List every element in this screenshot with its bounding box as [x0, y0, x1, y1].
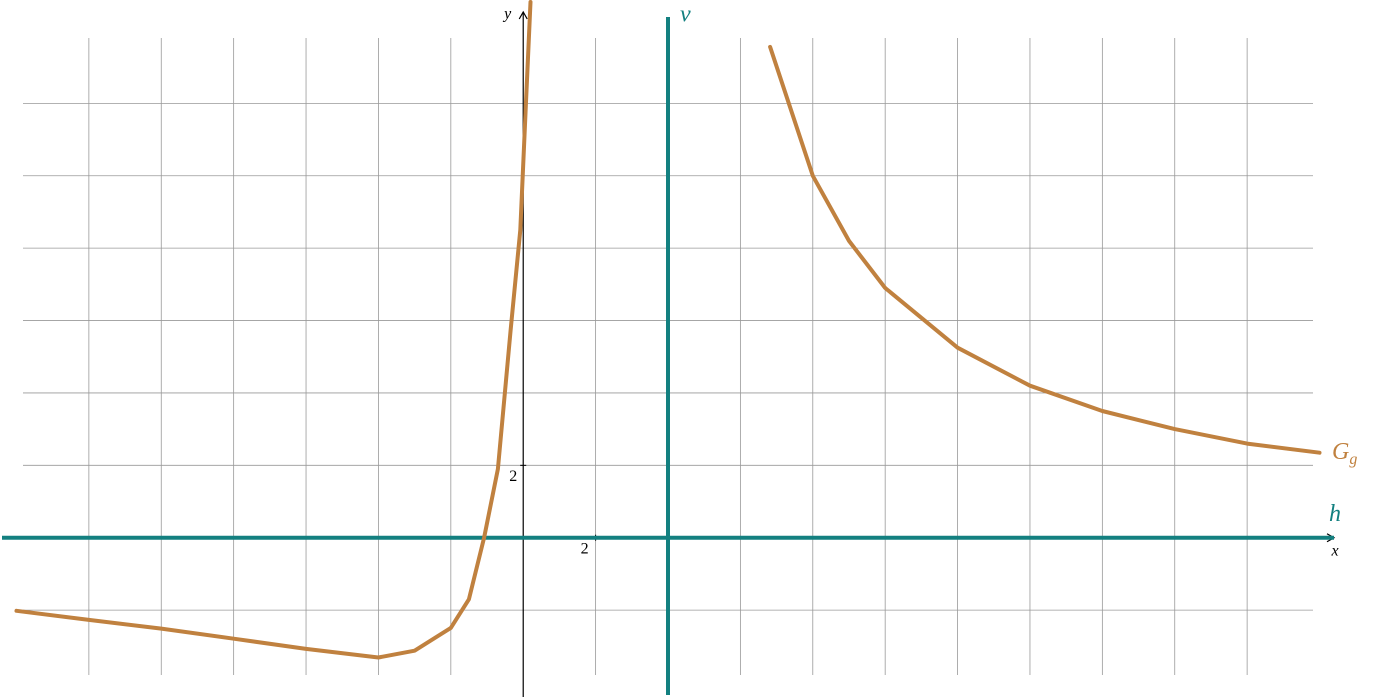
y-tick-label: 2 [509, 468, 517, 485]
y-axis-arrow [518, 10, 528, 20]
y-axis-label: y [502, 6, 512, 23]
asymptote-label: v [680, 2, 691, 28]
asymptote-label: h [1329, 501, 1341, 527]
curve-label: Gg [1332, 439, 1357, 468]
x-tick-label: 2 [581, 540, 589, 557]
curve [14, 0, 533, 660]
curve [768, 44, 1322, 455]
curve-label-subscript: g [1349, 451, 1357, 468]
x-axis-label: x [1330, 542, 1338, 559]
curve-label-main: G [1332, 439, 1349, 465]
